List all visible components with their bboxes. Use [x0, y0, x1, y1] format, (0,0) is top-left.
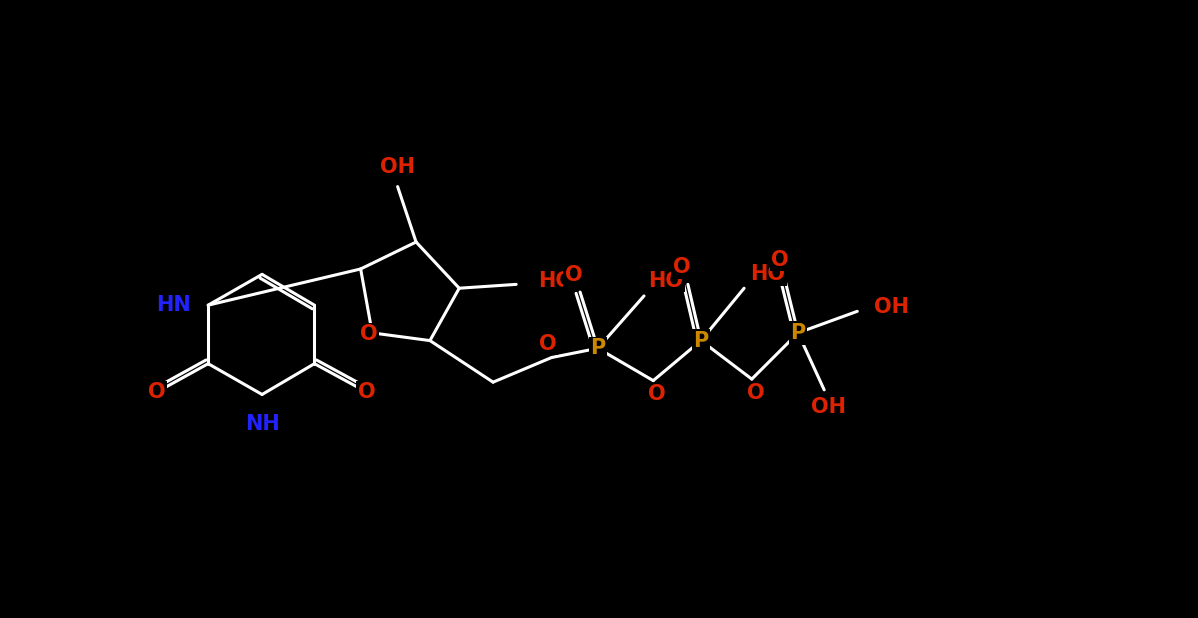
Text: O: O — [648, 384, 666, 404]
Text: HO: HO — [750, 265, 785, 284]
Text: O: O — [772, 250, 789, 269]
Text: P: P — [694, 331, 708, 350]
Text: P: P — [591, 338, 605, 358]
Text: OH: OH — [875, 297, 909, 318]
Text: NH: NH — [244, 413, 279, 434]
Text: P: P — [791, 323, 805, 343]
Text: HO: HO — [538, 271, 573, 290]
Text: O: O — [565, 265, 582, 285]
Text: O: O — [147, 382, 165, 402]
Text: O: O — [673, 258, 690, 277]
Text: O: O — [358, 382, 376, 402]
Text: O: O — [746, 383, 764, 403]
Text: HO: HO — [648, 271, 683, 290]
Text: OH: OH — [380, 158, 415, 177]
Text: O: O — [539, 334, 557, 353]
Text: OH: OH — [811, 397, 846, 417]
Text: HN: HN — [157, 295, 192, 315]
Text: O: O — [359, 324, 377, 344]
